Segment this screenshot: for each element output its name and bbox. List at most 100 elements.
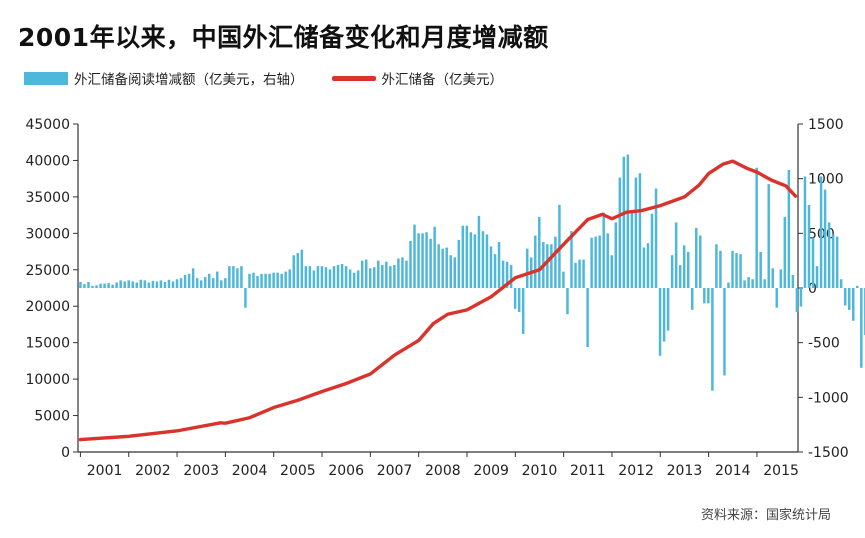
- monthly-change-bar: [433, 226, 436, 288]
- monthly-change-bar: [493, 254, 497, 288]
- monthly-change-bar: [465, 225, 469, 288]
- x-tick-label: 2012: [618, 463, 654, 479]
- source-note: 资料来源：国家统计局: [700, 508, 831, 523]
- monthly-change-bar: [151, 280, 155, 288]
- monthly-change-bar: [767, 184, 770, 288]
- monthly-change-bar: [139, 279, 143, 288]
- x-tick-label: 2011: [570, 463, 606, 479]
- monthly-change-bar: [566, 288, 569, 315]
- right-tick-label: -1500: [808, 445, 849, 461]
- monthly-change-bar: [719, 250, 722, 288]
- monthly-change-bar: [626, 154, 630, 288]
- monthly-change-bar: [224, 278, 227, 288]
- right-tick-label: 1000: [808, 172, 844, 188]
- x-tick-label: 2004: [232, 463, 268, 479]
- monthly-change-bar: [292, 255, 296, 288]
- legend-item-bar: 外汇储备阅读增减额（亿美元，右轴）: [24, 68, 304, 88]
- monthly-change-bar: [755, 167, 758, 288]
- monthly-change-bar: [119, 280, 122, 288]
- monthly-change-bar: [167, 279, 171, 288]
- x-tick-label: 2001: [87, 463, 123, 479]
- x-tick-label: 2014: [715, 463, 751, 479]
- monthly-change-bar: [199, 280, 203, 288]
- monthly-change-bar: [203, 277, 207, 288]
- monthly-change-bar: [288, 269, 291, 288]
- monthly-change-bar: [606, 233, 609, 288]
- monthly-change-bar: [678, 265, 682, 288]
- left-tick-label: 0: [61, 445, 70, 461]
- monthly-change-bar: [827, 222, 831, 288]
- left-tick-label: 5000: [34, 409, 70, 425]
- monthly-change-bar: [586, 288, 589, 348]
- monthly-change-bar: [360, 260, 364, 288]
- monthly-change-bar: [654, 188, 658, 288]
- monthly-change-bar: [252, 272, 255, 288]
- monthly-change-bar: [232, 266, 235, 288]
- monthly-change-bar: [570, 231, 573, 288]
- monthly-change-bar: [554, 236, 557, 288]
- monthly-change-bar: [385, 261, 388, 288]
- left-tick-label: 15000: [25, 336, 70, 352]
- monthly-change-bar: [216, 271, 219, 288]
- monthly-change-bar: [795, 288, 799, 313]
- x-tick-label: 2013: [667, 463, 703, 479]
- monthly-change-bar: [735, 253, 738, 288]
- monthly-change-bar: [256, 275, 259, 288]
- monthly-change-bar: [739, 254, 742, 288]
- legend-swatch-line: [331, 75, 376, 81]
- monthly-change-bar: [497, 242, 501, 288]
- monthly-change-bar: [815, 266, 819, 288]
- monthly-change-bar: [449, 255, 452, 288]
- monthly-change-bar: [731, 250, 734, 288]
- monthly-change-bar: [538, 216, 541, 288]
- legend-item-line: 外汇储备（亿美元）: [331, 68, 503, 88]
- left-tick-label: 45000: [25, 117, 70, 133]
- monthly-change-bar: [642, 247, 646, 288]
- monthly-change-bar: [473, 234, 477, 288]
- monthly-change-bar: [469, 232, 473, 288]
- monthly-change-bar: [147, 282, 151, 288]
- monthly-change-bar: [783, 216, 787, 288]
- left-tick-label: 30000: [25, 226, 70, 242]
- monthly-change-bar: [618, 177, 622, 288]
- monthly-change-bar: [775, 288, 779, 308]
- monthly-change-bar: [111, 284, 114, 288]
- monthly-change-bar: [839, 279, 843, 288]
- monthly-change-bar: [328, 269, 332, 288]
- monthly-change-bar: [670, 255, 674, 288]
- monthly-change-bar: [666, 288, 670, 331]
- monthly-change-bar: [236, 268, 239, 288]
- monthly-change-bar: [630, 212, 634, 288]
- monthly-change-bar: [368, 268, 372, 288]
- right-tick-label: -500: [808, 336, 840, 352]
- monthly-change-bar: [791, 274, 795, 288]
- monthly-change-bar: [723, 288, 726, 376]
- monthly-change-bar: [759, 251, 762, 288]
- monthly-change-bar: [525, 248, 529, 288]
- x-tick-label: 2009: [473, 463, 509, 479]
- monthly-change-bar: [131, 281, 134, 288]
- left-tick-label: 10000: [25, 372, 70, 388]
- monthly-change-bar: [268, 273, 271, 288]
- monthly-change-bar: [187, 273, 191, 288]
- monthly-change-bar: [787, 169, 791, 288]
- monthly-change-bar: [489, 246, 493, 288]
- monthly-change-bar: [546, 244, 549, 288]
- monthly-change-bar: [819, 176, 823, 288]
- x-tick-label: 2002: [135, 463, 171, 479]
- monthly-change-bar: [143, 280, 147, 288]
- right-tick-label: 0: [808, 281, 817, 297]
- monthly-change-bar: [743, 280, 746, 288]
- monthly-change-bar: [348, 269, 352, 288]
- monthly-change-bar: [715, 244, 718, 288]
- monthly-change-bar: [393, 265, 396, 288]
- monthly-change-bar: [509, 265, 513, 288]
- reserves-line: [78, 159, 798, 442]
- x-tick-label: 2007: [377, 463, 413, 479]
- monthly-change-bar: [803, 176, 807, 288]
- monthly-change-bar: [91, 285, 94, 288]
- monthly-change-bar: [477, 215, 481, 288]
- monthly-change-bar: [598, 235, 601, 288]
- monthly-change-bar: [622, 156, 626, 288]
- monthly-change-bar: [304, 266, 308, 288]
